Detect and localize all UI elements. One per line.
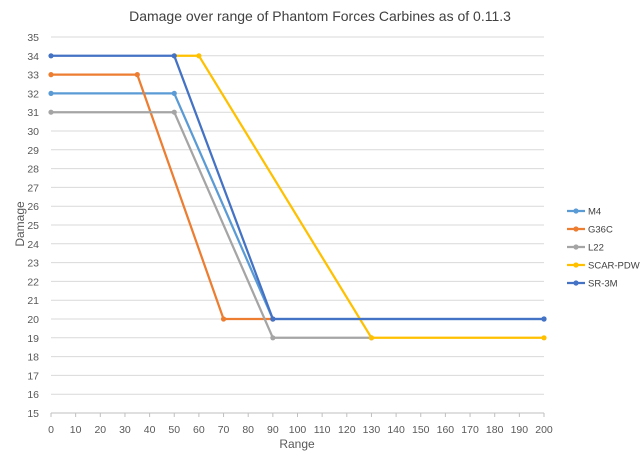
y-tick-label: 32 — [27, 88, 39, 100]
series-sr-3m — [48, 53, 547, 322]
y-tick-label: 22 — [27, 276, 39, 288]
x-tick-label: 160 — [437, 424, 455, 436]
gridlines — [51, 36, 544, 414]
x-tick-label: 200 — [535, 424, 553, 436]
legend-label: G36C — [588, 225, 613, 236]
x-tick-label: 10 — [70, 424, 82, 436]
legend-item-scar-pdw: SCAR-PDW — [567, 261, 640, 272]
x-tick-label: 70 — [218, 424, 230, 436]
legend-item-l22: L22 — [567, 243, 604, 254]
y-tick-label: 15 — [27, 408, 39, 420]
series-line-l22 — [51, 111, 372, 339]
data-point-g36c — [48, 72, 54, 78]
x-tick-label: 90 — [267, 424, 279, 436]
y-tick-label: 25 — [27, 220, 39, 232]
y-tick-label: 16 — [27, 389, 39, 401]
x-tick-label: 80 — [242, 424, 254, 436]
legend-item-sr-3m: SR-3M — [567, 279, 618, 290]
y-tick-label: 17 — [27, 370, 39, 382]
data-point-g36c — [220, 316, 227, 322]
legend-label: SR-3M — [588, 279, 618, 290]
x-axis-ticks: 0 10 20 30 40 50 60 70 80 90 100 110 120 130 140 150 160… — [48, 413, 553, 436]
legend-marker — [573, 208, 579, 214]
x-tick-label: 120 — [338, 424, 356, 436]
legend-label: M4 — [588, 207, 601, 218]
x-tick-label: 60 — [193, 424, 205, 436]
data-point-scar-pdw — [541, 335, 547, 341]
legend-item-g36c: G36C — [567, 225, 613, 236]
legend-marker — [573, 262, 579, 268]
series-line-sr-3m — [51, 54, 544, 321]
y-tick-label: 24 — [27, 239, 39, 251]
data-point-sr-3m — [48, 53, 54, 59]
data-point-sr-3m — [270, 316, 276, 322]
data-point-l22 — [270, 335, 276, 341]
series-lines — [48, 53, 547, 341]
y-tick-label: 33 — [27, 70, 39, 82]
legend-marker — [573, 226, 579, 232]
legend: M4 G36C L22 SCAR-PDW SR-3M — [567, 207, 640, 290]
legend-label: SCAR-PDW — [588, 261, 640, 272]
data-point-scar-pdw — [196, 53, 202, 59]
x-tick-label: 50 — [168, 424, 180, 436]
data-point-scar-pdw — [368, 335, 375, 341]
x-axis-title: Range — [279, 437, 315, 451]
y-tick-label: 35 — [27, 32, 39, 44]
x-tick-label: 100 — [289, 424, 307, 436]
y-tick-label: 20 — [27, 314, 39, 326]
x-tick-label: 140 — [387, 424, 405, 436]
series-g36c — [48, 72, 276, 322]
y-tick-label: 26 — [27, 201, 39, 213]
y-tick-label: 29 — [27, 145, 39, 157]
y-tick-label: 27 — [27, 182, 39, 194]
x-tick-label: 190 — [511, 424, 529, 436]
x-tick-label: 30 — [119, 424, 131, 436]
legend-marker — [573, 280, 579, 286]
legend-label: L22 — [588, 243, 604, 254]
y-tick-label: 34 — [27, 51, 39, 63]
y-tick-label: 21 — [27, 295, 39, 307]
y-tick-label: 23 — [27, 258, 39, 270]
data-point-l22 — [48, 109, 54, 115]
data-point-sr-3m — [541, 316, 547, 322]
chart-title: Damage over range of Phantom Forces Carb… — [129, 8, 511, 24]
legend-marker — [573, 244, 579, 250]
x-tick-label: 150 — [412, 424, 430, 436]
y-tick-label: 30 — [27, 126, 39, 138]
y-tick-label: 31 — [27, 107, 39, 119]
series-line-g36c — [51, 73, 273, 321]
x-tick-label: 0 — [48, 424, 54, 436]
data-point-sr-3m — [171, 53, 177, 59]
y-tick-label: 28 — [27, 164, 39, 176]
x-tick-label: 180 — [486, 424, 504, 436]
y-axis-ticks: 15 16 17 18 19 20 21 22 23 24 25 26 27 28 29 30 31 32 33 34… — [27, 32, 39, 420]
data-point-m4 — [48, 90, 54, 96]
y-tick-label: 19 — [27, 333, 39, 345]
x-tick-label: 130 — [363, 424, 381, 436]
x-tick-label: 110 — [314, 424, 331, 436]
data-point-l22 — [171, 109, 177, 115]
data-point-m4 — [171, 90, 177, 96]
y-axis-title: Damage — [13, 201, 27, 247]
x-tick-label: 20 — [94, 424, 106, 436]
y-tick-label: 18 — [27, 352, 39, 364]
data-point-g36c — [134, 72, 140, 78]
series-line-scar-pdw — [174, 54, 544, 339]
legend-item-m4: M4 — [567, 207, 601, 218]
x-tick-label: 40 — [144, 424, 156, 436]
x-tick-label: 170 — [461, 424, 479, 436]
